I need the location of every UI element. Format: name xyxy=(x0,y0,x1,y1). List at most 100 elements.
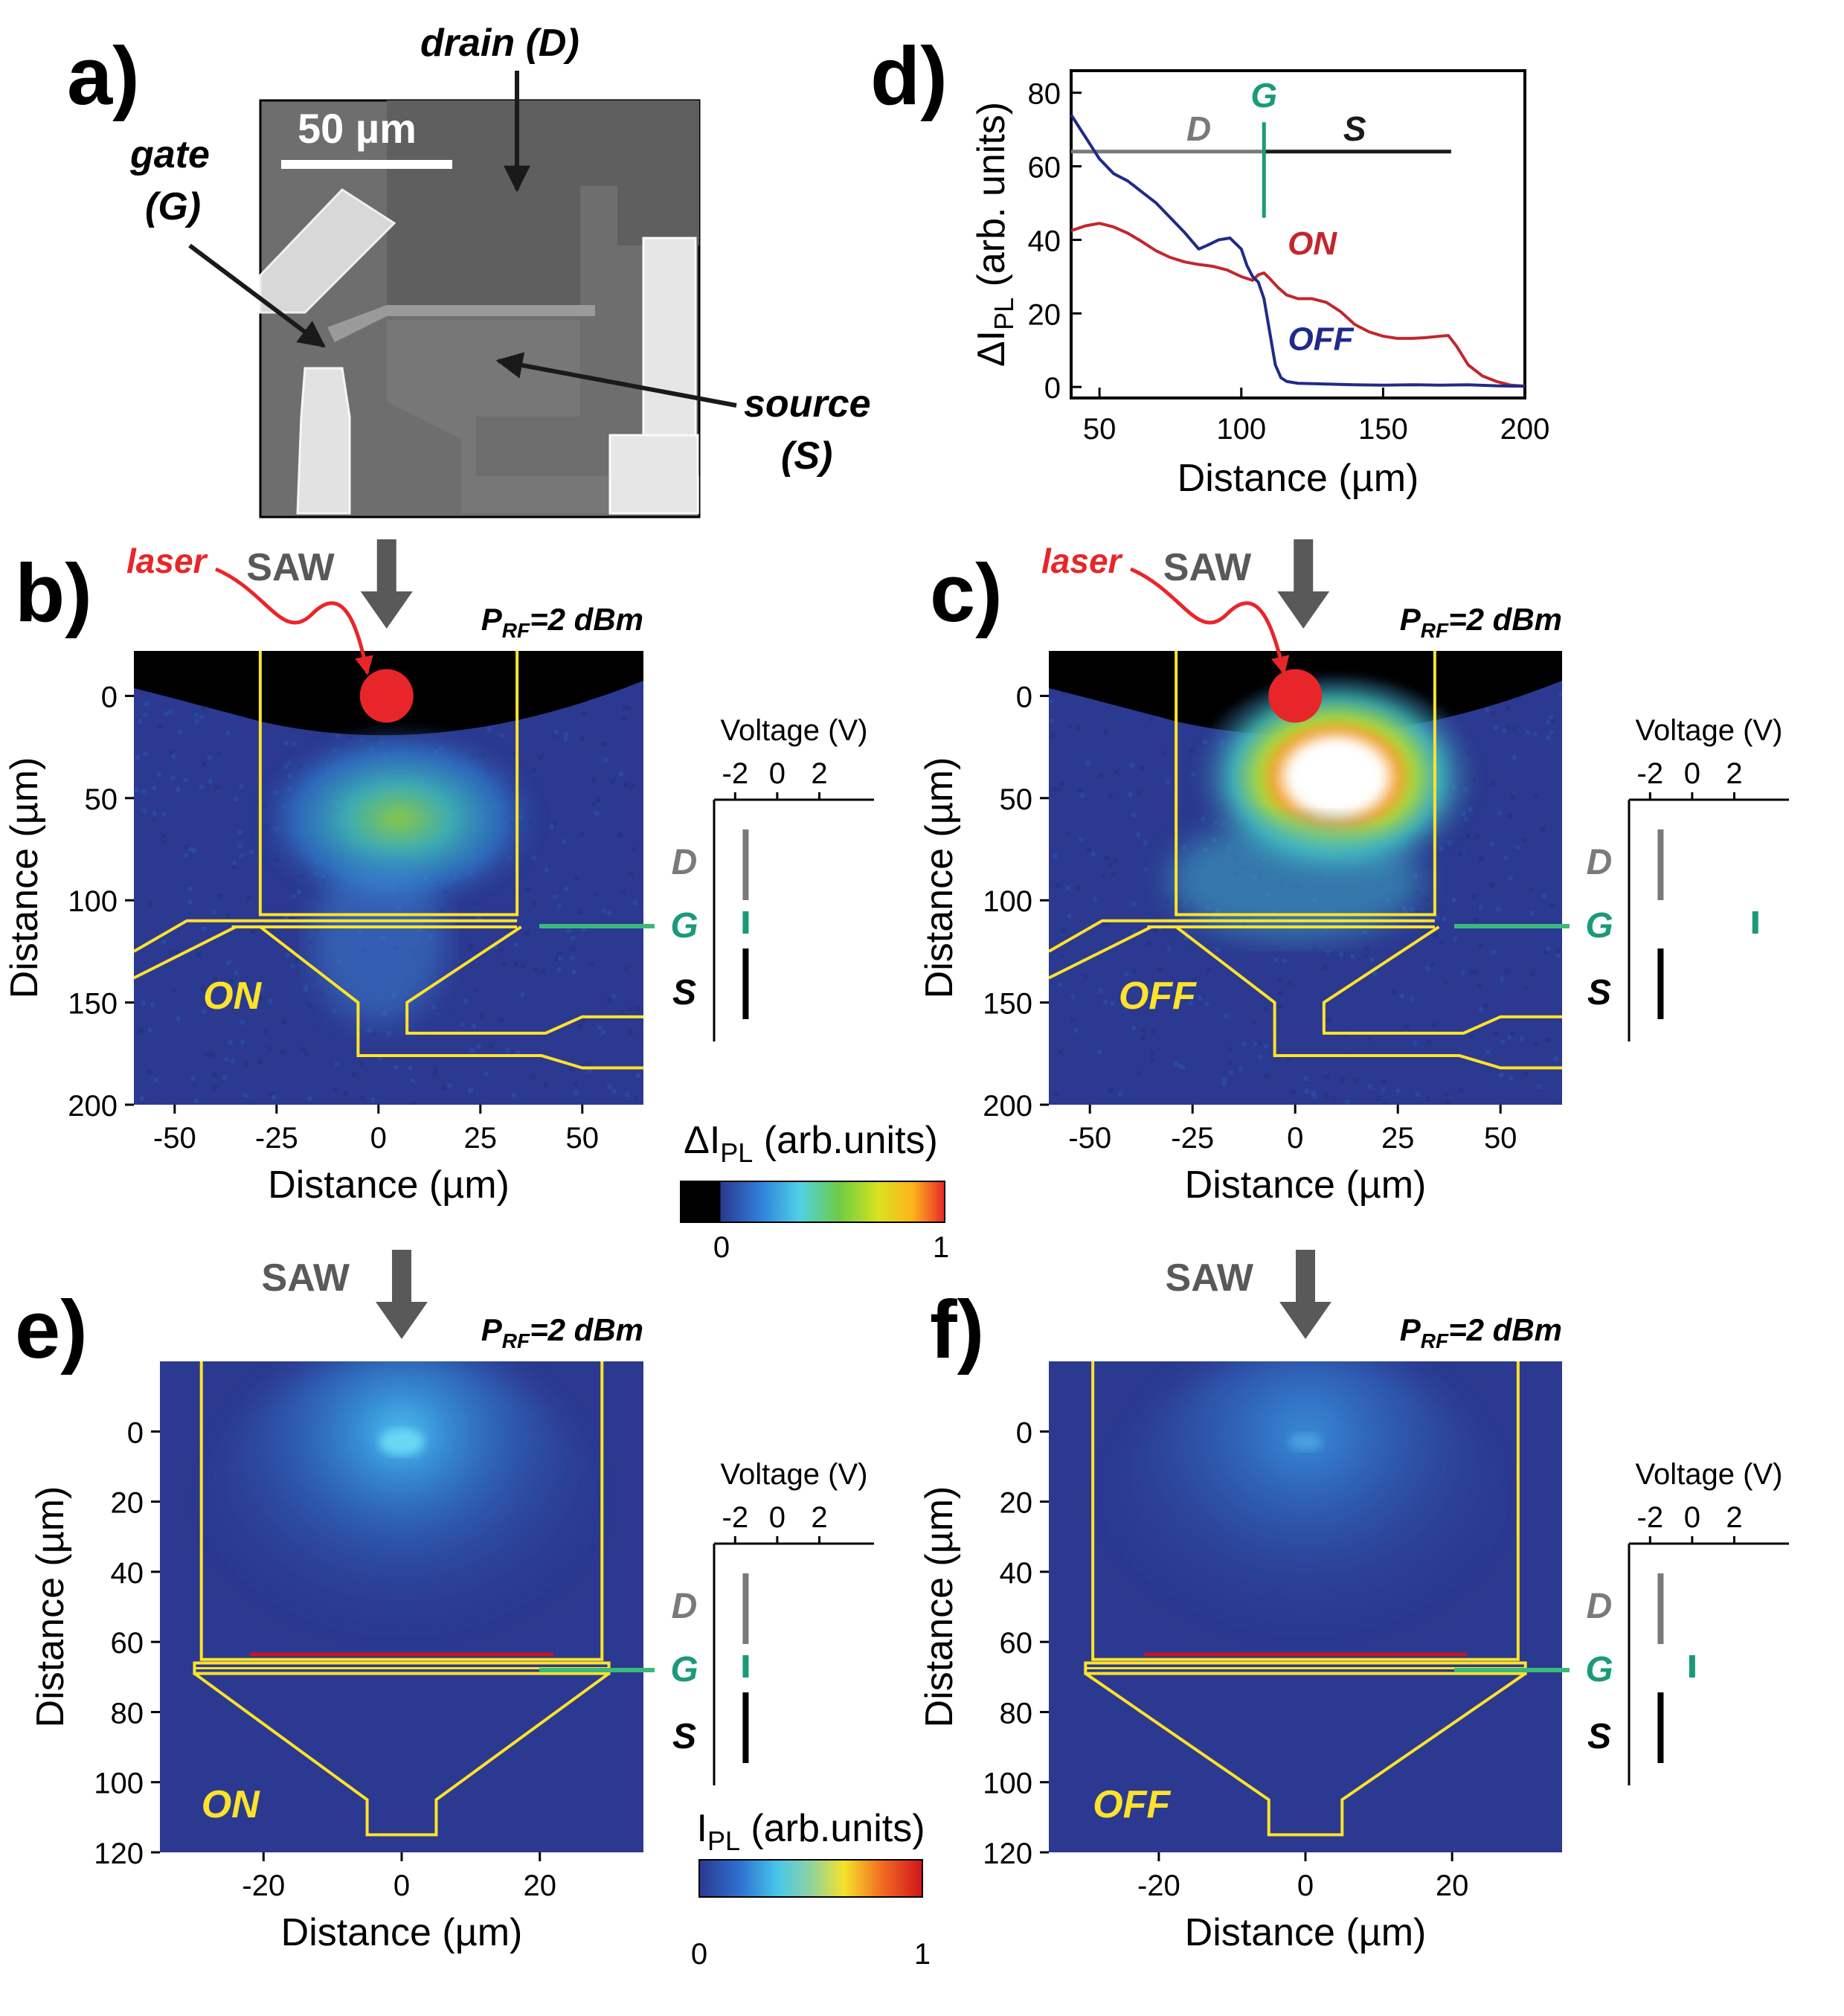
noise-pixel xyxy=(1137,1071,1142,1076)
colorbar-exp-min: 0 xyxy=(713,1231,730,1264)
noise-pixel xyxy=(1500,1039,1506,1044)
noise-pixel xyxy=(1130,1006,1135,1011)
noise-pixel xyxy=(1510,794,1515,800)
noise-pixel xyxy=(1491,780,1496,786)
noise-pixel xyxy=(1132,969,1137,974)
noise-pixel xyxy=(1506,725,1511,730)
noise-pixel xyxy=(1189,748,1195,754)
noise-pixel xyxy=(183,777,188,783)
noise-pixel xyxy=(1490,711,1495,716)
xlabel: Distance (µm) xyxy=(1185,1911,1427,1954)
panel-c-heatmap: OFF -50 -25 0 25 50 0 50 100 150 200 Distance (µm) D… xyxy=(918,539,1789,1207)
noise-pixel xyxy=(1083,975,1088,980)
ytick-label: 100 xyxy=(68,885,118,918)
noise-pixel xyxy=(225,913,231,918)
noise-pixel xyxy=(563,732,568,737)
plot-d-frame xyxy=(1070,69,1526,399)
noise-pixel xyxy=(200,986,205,991)
noise-pixel xyxy=(1167,946,1172,951)
noise-pixel xyxy=(1153,928,1158,933)
noise-pixel xyxy=(632,847,637,852)
drain-label: drain (D) xyxy=(420,22,579,65)
noise-pixel xyxy=(603,757,608,763)
noise-pixel xyxy=(1118,1091,1123,1097)
noise-pixel xyxy=(1484,707,1489,712)
noise-pixel xyxy=(1323,965,1328,970)
noise-pixel xyxy=(601,908,606,914)
noise-pixel xyxy=(577,909,582,914)
noise-pixel xyxy=(1180,1065,1186,1070)
noise-pixel xyxy=(1343,1033,1348,1038)
voltage-label-D: D xyxy=(672,1587,698,1626)
noise-pixel xyxy=(636,1073,641,1078)
voltage-tick-label: 0 xyxy=(1684,1501,1700,1534)
noise-pixel xyxy=(433,1071,438,1076)
noise-pixel xyxy=(226,960,231,966)
noise-pixel xyxy=(1086,847,1091,853)
noise-pixel xyxy=(196,952,202,957)
noise-pixel xyxy=(1532,732,1538,737)
saw-arrow-icon xyxy=(1277,539,1330,629)
noise-pixel xyxy=(623,704,628,710)
ytick-label: 150 xyxy=(983,988,1032,1021)
noise-pixel xyxy=(239,853,244,858)
colorbar-exp-max: 1 xyxy=(933,1231,949,1264)
noise-pixel xyxy=(138,719,143,724)
noise-pixel xyxy=(1502,728,1507,733)
noise-pixel xyxy=(1137,791,1142,796)
plot-d-ticks: 50 100 150 200 0 20 40 60 80 xyxy=(1028,78,1550,446)
noise-pixel xyxy=(237,843,242,848)
voltage-tick-label: -2 xyxy=(722,757,749,790)
noise-pixel xyxy=(512,1093,517,1098)
noise-pixel xyxy=(1099,773,1104,778)
noise-pixel xyxy=(141,789,146,794)
voltage-axis-label: Voltage (V) xyxy=(721,1458,868,1491)
noise-pixel xyxy=(1224,1013,1229,1018)
panel-label-b: b) xyxy=(15,548,92,639)
noise-pixel xyxy=(1221,1082,1227,1087)
noise-pixel xyxy=(377,1056,382,1061)
noise-pixel xyxy=(1204,1001,1209,1007)
noise-pixel xyxy=(408,1065,413,1070)
noise-pixel xyxy=(1473,917,1478,922)
noise-pixel xyxy=(571,946,576,951)
noise-pixel xyxy=(1085,760,1090,765)
voltage-label-D: D xyxy=(1587,1587,1613,1626)
plot-d-series-off xyxy=(1070,114,1526,388)
state-label: ON xyxy=(203,975,262,1018)
noise-pixel xyxy=(1143,841,1148,846)
noise-pixel xyxy=(1368,1036,1373,1041)
noise-pixel xyxy=(1415,909,1420,914)
noise-pixel xyxy=(208,778,213,783)
noise-pixel xyxy=(544,867,549,873)
voltage-label-D: D xyxy=(672,843,698,882)
noise-pixel xyxy=(1439,939,1445,944)
noise-pixel xyxy=(591,777,597,783)
noise-pixel xyxy=(1555,953,1561,958)
noise-pixel xyxy=(544,1082,549,1088)
noise-pixel xyxy=(629,872,634,877)
noise-pixel xyxy=(498,1018,504,1023)
source-outline-left xyxy=(259,925,643,1070)
bright-pad-source xyxy=(608,434,699,515)
noise-pixel xyxy=(1435,914,1440,919)
noise-pixel xyxy=(1066,885,1071,890)
source-label-line1: source xyxy=(744,382,871,426)
ytick-label: 100 xyxy=(983,1768,1032,1800)
noise-pixel xyxy=(271,1095,276,1100)
noise-pixel xyxy=(1181,845,1186,850)
noise-pixel xyxy=(1354,1079,1359,1084)
noise-pixel xyxy=(1475,834,1480,839)
voltage-label-G: G xyxy=(670,1650,698,1689)
noise-pixel xyxy=(213,1085,218,1090)
noise-pixel xyxy=(211,1053,216,1059)
saw-label: SAW xyxy=(1166,1256,1254,1300)
voltage-tick-label: 0 xyxy=(1684,757,1700,790)
plot-d-series-on xyxy=(1070,222,1526,388)
noise-pixel xyxy=(187,899,193,905)
noise-pixel xyxy=(1485,1050,1491,1055)
noise-pixel xyxy=(1425,897,1430,902)
noise-pixel xyxy=(411,1101,417,1105)
plot-d-xlabel: Distance (µm) xyxy=(1178,457,1419,500)
noise-pixel xyxy=(1173,1061,1178,1066)
